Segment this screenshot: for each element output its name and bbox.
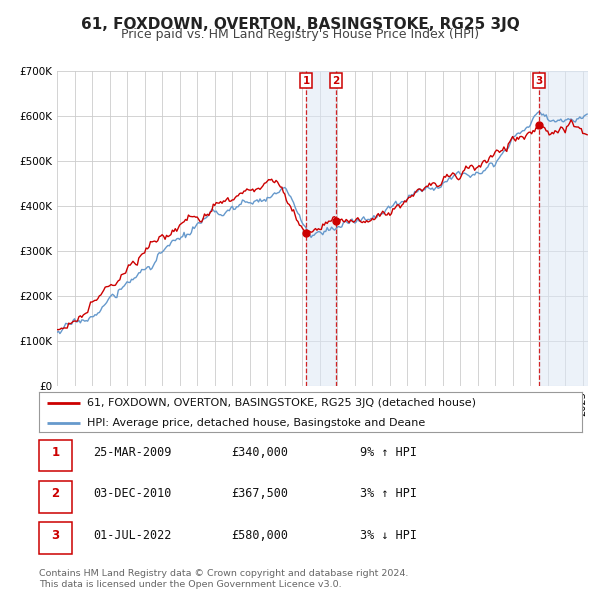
- Text: 1: 1: [303, 76, 310, 86]
- Text: £340,000: £340,000: [231, 446, 288, 459]
- Bar: [539, 71, 588, 386]
- Text: 3: 3: [52, 529, 59, 542]
- Text: 3: 3: [535, 76, 542, 86]
- Text: 03-DEC-2010: 03-DEC-2010: [93, 487, 172, 500]
- Bar: [307, 71, 336, 386]
- Text: 61, FOXDOWN, OVERTON, BASINGSTOKE, RG25 3JQ: 61, FOXDOWN, OVERTON, BASINGSTOKE, RG25 …: [80, 17, 520, 31]
- Text: Contains HM Land Registry data © Crown copyright and database right 2024.
This d: Contains HM Land Registry data © Crown c…: [39, 569, 409, 589]
- Text: £367,500: £367,500: [231, 487, 288, 500]
- Text: 3% ↓ HPI: 3% ↓ HPI: [360, 529, 417, 542]
- Text: 9% ↑ HPI: 9% ↑ HPI: [360, 446, 417, 459]
- Text: HPI: Average price, detached house, Basingstoke and Deane: HPI: Average price, detached house, Basi…: [87, 418, 425, 428]
- Text: Price paid vs. HM Land Registry's House Price Index (HPI): Price paid vs. HM Land Registry's House …: [121, 28, 479, 41]
- Text: 3% ↑ HPI: 3% ↑ HPI: [360, 487, 417, 500]
- Text: 2: 2: [332, 76, 340, 86]
- Text: 1: 1: [52, 446, 59, 459]
- Text: 61, FOXDOWN, OVERTON, BASINGSTOKE, RG25 3JQ (detached house): 61, FOXDOWN, OVERTON, BASINGSTOKE, RG25 …: [87, 398, 476, 408]
- Text: 25-MAR-2009: 25-MAR-2009: [93, 446, 172, 459]
- Text: 01-JUL-2022: 01-JUL-2022: [93, 529, 172, 542]
- Text: 2: 2: [52, 487, 59, 500]
- Text: £580,000: £580,000: [231, 529, 288, 542]
